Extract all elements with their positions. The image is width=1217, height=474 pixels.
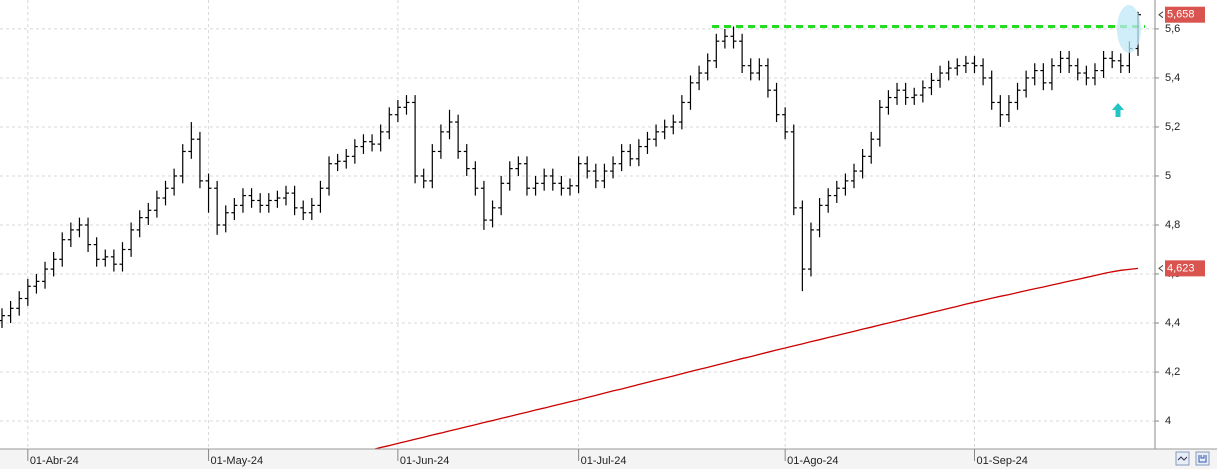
up-arrow (1112, 103, 1124, 117)
y-tick-label: 5 (1165, 170, 1171, 182)
y-tick-label: 4 (1165, 415, 1171, 427)
y-tick-label: 5,6 (1165, 23, 1180, 35)
x-tick-label: 01-May-24 (211, 455, 264, 467)
value-badge (1165, 6, 1205, 23)
x-tick-label: 01-Jun-24 (400, 455, 450, 467)
save-icon (1198, 455, 1207, 463)
x-tick-label: 01-Abr-24 (30, 455, 79, 467)
axes: 44,24,44,64,855,25,45,601-Abr-2401-May-2… (27, 23, 1180, 467)
value-label: 4,623 (1167, 262, 1195, 274)
scale-icon (1177, 456, 1188, 461)
y-tick-label: 4,2 (1165, 366, 1180, 378)
y-tick-label: 4,4 (1165, 317, 1180, 329)
grid (0, 0, 1155, 449)
y-tick-label: 5,2 (1165, 121, 1180, 133)
x-tick-label: 01-Jul-24 (581, 455, 627, 467)
y-tick-label: 4,8 (1165, 219, 1180, 231)
x-tick-label: 01-Ago-24 (787, 455, 838, 467)
x-axis-band (0, 449, 1217, 469)
value-pointer (1158, 11, 1164, 19)
highlight-ellipse (1117, 5, 1141, 53)
marks: 5,658 4,623 (1158, 6, 1205, 277)
value-pointer (1158, 264, 1164, 272)
value-badge (1165, 260, 1205, 277)
moving-average-line (372, 267, 1139, 449)
x-tick-label: 01-Sep-24 (976, 455, 1027, 467)
y-tick-label: 5,4 (1165, 72, 1180, 84)
plot-area (0, 11, 1145, 449)
value-label: 5,658 (1167, 9, 1195, 21)
